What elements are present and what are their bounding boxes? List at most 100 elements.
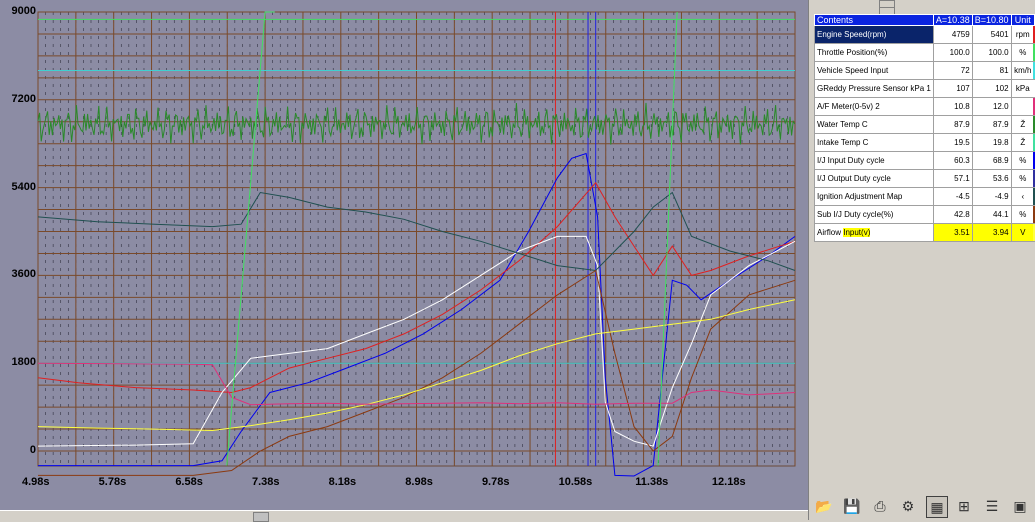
channel-row[interactable]: Sub I/J Duty cycle(%) 42.8 44.1% bbox=[814, 205, 1035, 224]
series-line-0 bbox=[38, 152, 796, 477]
channel-name: I/J Input Duty cycle bbox=[814, 151, 934, 170]
header-unit: Unit bbox=[1010, 14, 1035, 26]
unit bbox=[1010, 97, 1035, 116]
value-a: 42.8 bbox=[932, 205, 973, 224]
unit: Ž bbox=[1010, 133, 1035, 152]
channel-name-highlight: Input(v) bbox=[843, 228, 871, 237]
channel-row[interactable]: GReddy Pressure Sensor kPa 1 107 102 kPa bbox=[814, 79, 1035, 98]
unit: % bbox=[1010, 205, 1035, 224]
series-line-7 bbox=[37, 102, 796, 145]
series-color-swatch bbox=[1033, 134, 1035, 151]
open-folder-icon[interactable]: 📂 bbox=[815, 498, 833, 514]
x-tick-label: 7.38s bbox=[251, 476, 280, 488]
channel-name: Water Temp C bbox=[814, 115, 934, 134]
series-color-swatch bbox=[1033, 152, 1035, 169]
x-tick-label: 11.38s bbox=[635, 476, 669, 488]
channel-name: Sub I/J Duty cycle(%) bbox=[814, 205, 934, 224]
unit: kPa bbox=[1010, 79, 1035, 98]
graph-view-icon[interactable]: ⊞ bbox=[958, 498, 970, 514]
unit: ‹ bbox=[1010, 187, 1035, 206]
series-color-swatch bbox=[1033, 116, 1035, 133]
value-b: 19.8 bbox=[971, 133, 1012, 152]
channel-row[interactable]: I/J Output Duty cycle 57.1 53.6% bbox=[814, 169, 1035, 188]
series-color-swatch bbox=[1033, 224, 1035, 241]
unit: Ž bbox=[1010, 115, 1035, 134]
header-contents: Contents bbox=[814, 14, 934, 26]
series-line-2 bbox=[37, 235, 796, 447]
unit: % bbox=[1010, 43, 1035, 62]
value-b: 44.1 bbox=[971, 205, 1012, 224]
value-a: 10.8 bbox=[932, 97, 973, 116]
y-tick-label: 9000 bbox=[11, 5, 36, 17]
value-b: 102 bbox=[971, 79, 1012, 98]
series-line-6 bbox=[37, 362, 796, 406]
value-b: 100.0 bbox=[971, 43, 1012, 62]
series-color-swatch bbox=[1033, 44, 1035, 61]
channel-row[interactable]: I/J Input Duty cycle 60.3 68.9% bbox=[814, 151, 1035, 170]
value-b: 68.9 bbox=[971, 151, 1012, 170]
list-icon[interactable]: ☰ bbox=[985, 498, 999, 514]
unit: km/h bbox=[1010, 61, 1035, 80]
x-tick-label: 9.78s bbox=[481, 476, 510, 488]
y-tick-label: 5400 bbox=[11, 180, 36, 193]
channel-row[interactable]: Intake Temp C 19.5 19.8 Ž bbox=[814, 133, 1035, 152]
channel-table: Contents A=10.38 B=10.80 Unit Engine Spe… bbox=[814, 14, 1035, 242]
x-tick-label: 12.18s bbox=[711, 476, 746, 488]
series-color-swatch bbox=[1033, 26, 1035, 43]
settings-icon[interactable]: ⚙ bbox=[901, 498, 915, 514]
channel-row[interactable]: Airflow Input(v) 3.51 3.94 V bbox=[814, 223, 1035, 242]
series-line-5 bbox=[37, 299, 796, 432]
channel-name: Airflow Input(v) bbox=[814, 223, 934, 242]
data-panel: Contents A=10.38 B=10.80 Unit Engine Spe… bbox=[808, 0, 1035, 520]
table-view-icon[interactable]: ▦ bbox=[926, 496, 948, 518]
series-color-swatch bbox=[1033, 170, 1035, 187]
channel-name: Throttle Position(%) bbox=[814, 43, 934, 62]
series-color-swatch bbox=[1033, 188, 1035, 205]
x-tick-label: 5.78s bbox=[98, 476, 127, 488]
channel-name: Engine Speed(rpm) bbox=[814, 25, 934, 44]
y-tick-label: 7200 bbox=[11, 92, 36, 105]
value-b: 3.94 bbox=[971, 223, 1012, 242]
unit: rpm bbox=[1010, 25, 1035, 44]
channel-row[interactable]: Vehicle Speed Input 72 81 km/h bbox=[814, 61, 1035, 80]
header-cursor-b: B=10.80 bbox=[971, 14, 1012, 26]
value-a: 57.1 bbox=[932, 169, 973, 188]
channel-name: A/F Meter(0-5v) 2 bbox=[814, 97, 934, 116]
value-a: 3.51 bbox=[932, 223, 973, 242]
x-tick-label: 4.98s bbox=[22, 476, 50, 488]
value-a: 107 bbox=[932, 79, 973, 98]
channel-name: Intake Temp C bbox=[814, 133, 934, 152]
value-a: -4.5 bbox=[932, 187, 973, 206]
series-line-4 bbox=[38, 269, 796, 476]
channel-row[interactable]: A/F Meter(0-5v) 2 10.8 12.0 bbox=[814, 97, 1035, 116]
value-a: 19.5 bbox=[932, 133, 973, 152]
header-cursor-a: A=10.38 bbox=[932, 14, 973, 26]
value-b: 87.9 bbox=[971, 115, 1012, 134]
channel-row[interactable]: Water Temp C 87.9 87.9 Ž bbox=[814, 115, 1035, 134]
chart-area[interactable]: 9000 7200 5400 3600 1800 0 4.98s 5.78s 6.58s 7.3… bbox=[0, 0, 808, 522]
value-b: 81 bbox=[971, 61, 1012, 80]
y-tick-label: 3600 bbox=[11, 268, 36, 281]
horizontal-scrollbar[interactable] bbox=[0, 510, 808, 522]
value-a: 100.0 bbox=[932, 43, 973, 62]
unit: % bbox=[1010, 169, 1035, 188]
y-tick-label: 1800 bbox=[11, 356, 36, 369]
channel-row[interactable]: Ignition Adjustment Map -4.5 -4.9 ‹ bbox=[814, 187, 1035, 206]
print-icon[interactable]: ⎙ bbox=[874, 498, 886, 514]
y-tick-label: 0 bbox=[29, 444, 36, 456]
chart-icon[interactable]: ▣ bbox=[1013, 498, 1027, 514]
value-a: 60.3 bbox=[932, 151, 973, 170]
series-color-swatch bbox=[1033, 62, 1035, 79]
series-line-8 bbox=[226, 11, 275, 466]
channel-name: Vehicle Speed Input bbox=[814, 61, 934, 80]
series-color-swatch bbox=[1033, 206, 1035, 223]
channel-name: GReddy Pressure Sensor kPa 1 bbox=[814, 79, 934, 98]
chart-svg[interactable] bbox=[0, 0, 808, 510]
channel-row[interactable]: Engine Speed(rpm) 4759 5401 rpm bbox=[814, 25, 1035, 44]
x-tick-label: 8.18s bbox=[328, 476, 357, 488]
scrollbar-thumb[interactable] bbox=[253, 512, 269, 522]
series-line-9 bbox=[657, 11, 678, 466]
unit: % bbox=[1010, 151, 1035, 170]
channel-row[interactable]: Throttle Position(%) 100.0 100.0% bbox=[814, 43, 1035, 62]
save-icon[interactable]: 💾 bbox=[843, 498, 861, 514]
